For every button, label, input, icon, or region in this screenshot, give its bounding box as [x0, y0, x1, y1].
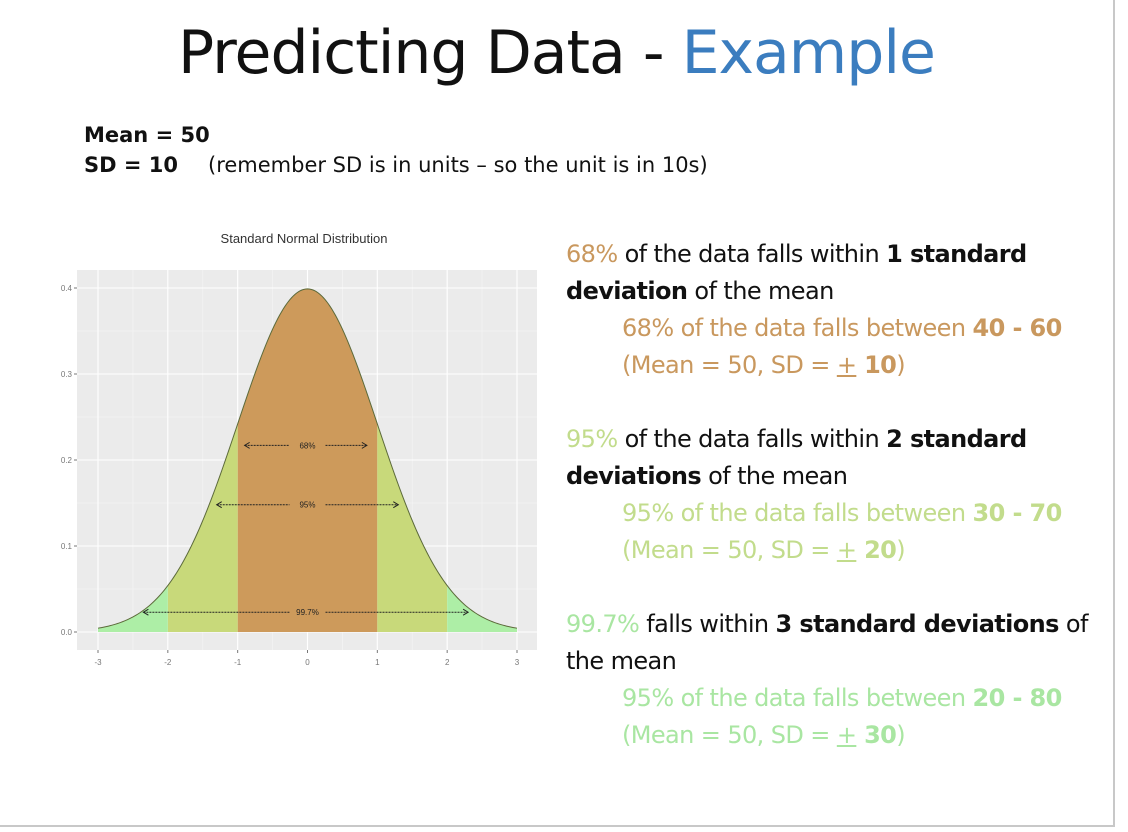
- x-tick-label: -2: [164, 658, 172, 667]
- mean-label: Mean = 50: [84, 123, 210, 147]
- rule-text: of the mean: [566, 610, 1088, 675]
- title-accent: Example: [681, 18, 936, 88]
- rule-bold: 2 standard deviations: [566, 425, 1027, 490]
- range-annotation: 95%: [215, 501, 400, 510]
- x-tick-label: 2: [445, 658, 450, 667]
- paren-text: (Mean = 50, SD =: [622, 721, 837, 749]
- detail-text: 95% of the data falls between: [622, 684, 973, 712]
- rule-bold: 3 standard deviations: [775, 610, 1060, 638]
- distribution-band: [447, 585, 517, 632]
- detail-text: 95% of the data falls between: [622, 499, 973, 527]
- paren-text: (Mean = 50, SD =: [622, 351, 837, 379]
- paren-value: 30: [856, 721, 897, 749]
- y-tick-label: 0.3: [61, 370, 73, 379]
- distribution-band: [98, 585, 168, 632]
- arrow-right-icon: [393, 501, 400, 509]
- y-tick-label: 0.4: [61, 284, 73, 293]
- plus-minus: +: [836, 721, 857, 749]
- annotation-label: 99.7%: [296, 608, 319, 617]
- detail-range: 20 - 80: [972, 684, 1062, 712]
- paren-value: 20: [856, 536, 897, 564]
- arrow-left-icon: [243, 441, 250, 449]
- arrow-left-icon: [142, 608, 149, 616]
- normal-distribution-chart: Standard Normal Distribution -3 -2 -1 0 1 2 3 0.…: [61, 231, 537, 667]
- rule-bold: 1 standard deviation: [566, 240, 1027, 305]
- arrow-right-icon: [462, 608, 470, 616]
- title-main: Predicting Data -: [178, 18, 682, 88]
- rule-pct: 99.7%: [566, 610, 640, 638]
- detail-range: 40 - 60: [972, 314, 1062, 342]
- sd-label: SD = 10: [84, 153, 178, 177]
- sd-note: (remember SD is in units – so the unit i…: [208, 153, 708, 177]
- paren-close: ): [896, 536, 906, 564]
- y-tick-label: 0.0: [61, 628, 73, 637]
- range-annotation: 68%: [243, 441, 368, 450]
- annotation-label: 95%: [299, 501, 315, 510]
- paren-value: 10: [856, 351, 897, 379]
- rule-text: of the data falls within: [617, 425, 887, 453]
- x-tick-label: -3: [94, 658, 102, 667]
- slide-title: Predicting Data - Example: [0, 18, 1113, 88]
- x-tick-label: 0: [305, 658, 310, 667]
- plus-minus: +: [836, 351, 857, 379]
- rule-text: of the data falls within: [617, 240, 887, 268]
- rule-2sd: 95% of the data falls within 2 standard …: [566, 421, 1113, 569]
- rule-text: of the mean: [701, 462, 848, 490]
- paren-text: (Mean = 50, SD =: [622, 536, 837, 564]
- annotation-label: 68%: [299, 441, 315, 450]
- x-tick-label: 3: [515, 658, 520, 667]
- detail-text: 68% of the data falls between: [622, 314, 973, 342]
- chart-title: Standard Normal Distribution: [221, 231, 388, 246]
- rule-pct: 95%: [566, 425, 618, 453]
- empirical-rules: 68% of the data falls within 1 standard …: [566, 236, 1113, 791]
- rule-text: of the mean: [687, 277, 834, 305]
- y-tick-label: 0.2: [61, 456, 73, 465]
- density-curve: [97, 288, 518, 629]
- x-tick-label: 1: [375, 658, 380, 667]
- plus-minus: +: [836, 536, 857, 564]
- rule-text: falls within: [639, 610, 776, 638]
- rule-1sd: 68% of the data falls within 1 standard …: [566, 236, 1113, 384]
- arrow-right-icon: [361, 441, 368, 449]
- arrow-left-icon: [215, 501, 222, 509]
- distribution-band: [237, 288, 378, 632]
- rule-pct: 68%: [566, 240, 618, 268]
- paren-close: ): [896, 351, 906, 379]
- rule-3sd: 99.7% falls within 3 standard deviations…: [566, 606, 1113, 754]
- y-tick-label: 0.1: [61, 542, 73, 551]
- detail-range: 30 - 70: [972, 499, 1062, 527]
- range-annotation: 99.7%: [142, 608, 470, 617]
- x-tick-label: -1: [234, 658, 242, 667]
- summary-stats: Mean = 50 SD = 10 (remember SD is in unit…: [84, 120, 708, 180]
- paren-close: ): [896, 721, 906, 749]
